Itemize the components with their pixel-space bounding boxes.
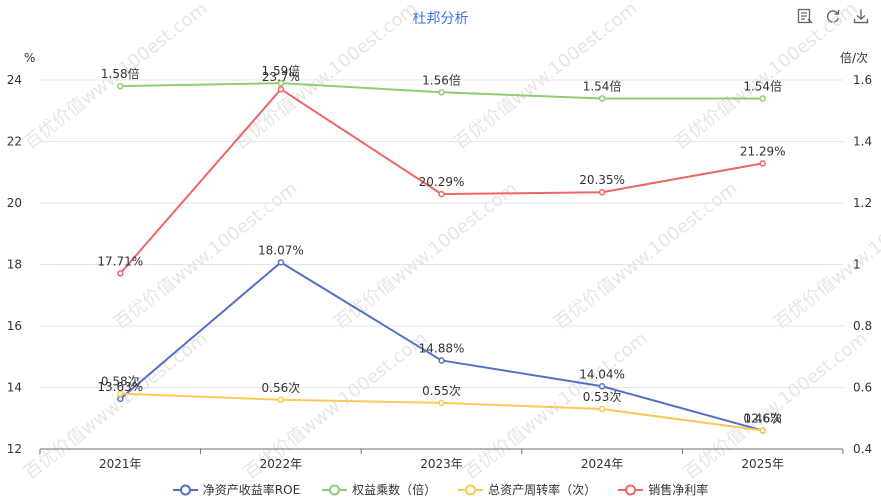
data-point[interactable] — [598, 405, 606, 413]
y-left-tick-label: 22 — [7, 135, 22, 149]
data-point[interactable] — [277, 85, 285, 93]
y-right-tick-label: 0.4 — [853, 442, 872, 456]
y-left-tick-label: 20 — [7, 196, 22, 210]
y-right-unit-label: 倍/次 — [840, 50, 868, 65]
series-总资产周转率（次） — [117, 390, 766, 434]
legend: 净资产收益率ROE 权益乘数（倍） 总资产周转率（次） 销售净利率 — [0, 481, 881, 498]
watermark-text: 百优价值www.100est.com — [550, 178, 741, 334]
series-line — [120, 392, 763, 432]
watermark-text: 百优价值www.100est.com — [450, 0, 641, 154]
data-label: 21.29% — [740, 144, 786, 158]
data-label: 1.54倍 — [583, 78, 622, 93]
data-point[interactable] — [598, 188, 606, 196]
download-icon[interactable] — [851, 6, 871, 26]
x-tick-label: 2024年 — [581, 457, 624, 471]
data-label: 17.71% — [97, 254, 143, 268]
data-label: 0.56次 — [262, 381, 301, 395]
y-right-tick-label: 1.6 — [853, 73, 872, 87]
legend-label: 销售净利率 — [648, 483, 709, 497]
data-label: 1.58倍 — [101, 66, 140, 81]
data-label: 0.53次 — [583, 390, 622, 404]
data-point[interactable] — [438, 89, 445, 96]
y-left-tick-label: 12 — [7, 442, 22, 456]
data-label: 13.63% — [97, 380, 143, 394]
legend-item[interactable]: 总资产周转率（次） — [458, 481, 596, 498]
data-view-icon[interactable] — [795, 6, 815, 26]
y-left-tick-label: 14 — [7, 381, 22, 395]
y-left-unit-label: % — [24, 51, 35, 65]
series-销售净利率 — [117, 85, 766, 277]
legend-label: 净资产收益率ROE — [202, 483, 301, 497]
data-label: 14.88% — [419, 341, 465, 355]
chart-title: 杜邦分析 — [412, 11, 469, 27]
data-point[interactable] — [117, 270, 124, 277]
legend-line-icon — [458, 484, 484, 495]
data-label: 12.6% — [744, 412, 782, 426]
y-right-tick-label: 1 — [853, 258, 861, 272]
data-point[interactable] — [277, 396, 285, 404]
data-point[interactable] — [759, 95, 766, 102]
x-tick-label: 2025年 — [741, 457, 784, 471]
watermark-text: 百优价值www.100est.com — [670, 0, 861, 154]
data-point[interactable] — [277, 79, 285, 87]
data-point[interactable] — [598, 95, 606, 102]
legend-item[interactable]: 净资产收益率ROE — [172, 481, 301, 498]
data-label: 0.58次 — [101, 375, 140, 389]
data-point[interactable] — [438, 190, 445, 198]
data-point[interactable] — [117, 395, 124, 403]
data-point[interactable] — [759, 427, 766, 434]
data-label: 1.54倍 — [743, 78, 782, 93]
data-point[interactable] — [277, 259, 285, 266]
y-right-tick-label: 1.4 — [853, 135, 872, 149]
data-point[interactable] — [438, 399, 445, 407]
data-label: 20.35% — [579, 173, 625, 187]
data-label: 0.46次 — [743, 412, 782, 426]
y-right-tick-label: 1.2 — [853, 196, 872, 210]
data-label: 20.29% — [419, 175, 465, 189]
data-label: 14.04% — [579, 367, 625, 381]
data-label: 0.55次 — [422, 384, 461, 398]
restore-icon[interactable] — [823, 6, 843, 26]
watermark-text: 百优价值www.100est.com — [230, 0, 421, 154]
data-point[interactable] — [117, 82, 124, 90]
data-label: 1.56倍 — [422, 72, 461, 87]
data-label: 18.07% — [258, 243, 304, 257]
legend-label: 权益乘数（倍） — [352, 483, 437, 497]
legend-item[interactable]: 销售净利率 — [618, 481, 708, 498]
y-left-tick-label: 24 — [7, 73, 22, 87]
y-left-tick-label: 16 — [7, 319, 22, 333]
y-left-tick-label: 18 — [7, 258, 22, 272]
legend-line-icon — [322, 484, 348, 495]
data-point[interactable] — [117, 390, 124, 397]
legend-line-icon — [172, 484, 198, 495]
chart-toolbox — [795, 6, 871, 26]
x-tick-label: 2022年 — [260, 457, 303, 471]
data-point[interactable] — [438, 357, 445, 364]
legend-line-icon — [618, 484, 644, 495]
series-权益乘数（倍） — [117, 79, 766, 102]
x-tick-label: 2023年 — [420, 457, 463, 471]
chart-area: 百优价值www.100est.com 百优价值www.100est.com 百优价值… — [7, 0, 881, 481]
data-point[interactable] — [759, 160, 766, 167]
data-point[interactable] — [598, 383, 606, 390]
y-right-tick-label: 0.8 — [853, 319, 872, 333]
legend-label: 总资产周转率（次） — [488, 483, 597, 497]
legend-item[interactable]: 权益乘数（倍） — [322, 481, 436, 498]
x-tick-label: 2021年 — [99, 457, 142, 471]
data-label: 1.59倍 — [262, 63, 301, 78]
data-label: 23.7% — [262, 70, 300, 84]
y-right-tick-label: 0.6 — [853, 381, 872, 395]
